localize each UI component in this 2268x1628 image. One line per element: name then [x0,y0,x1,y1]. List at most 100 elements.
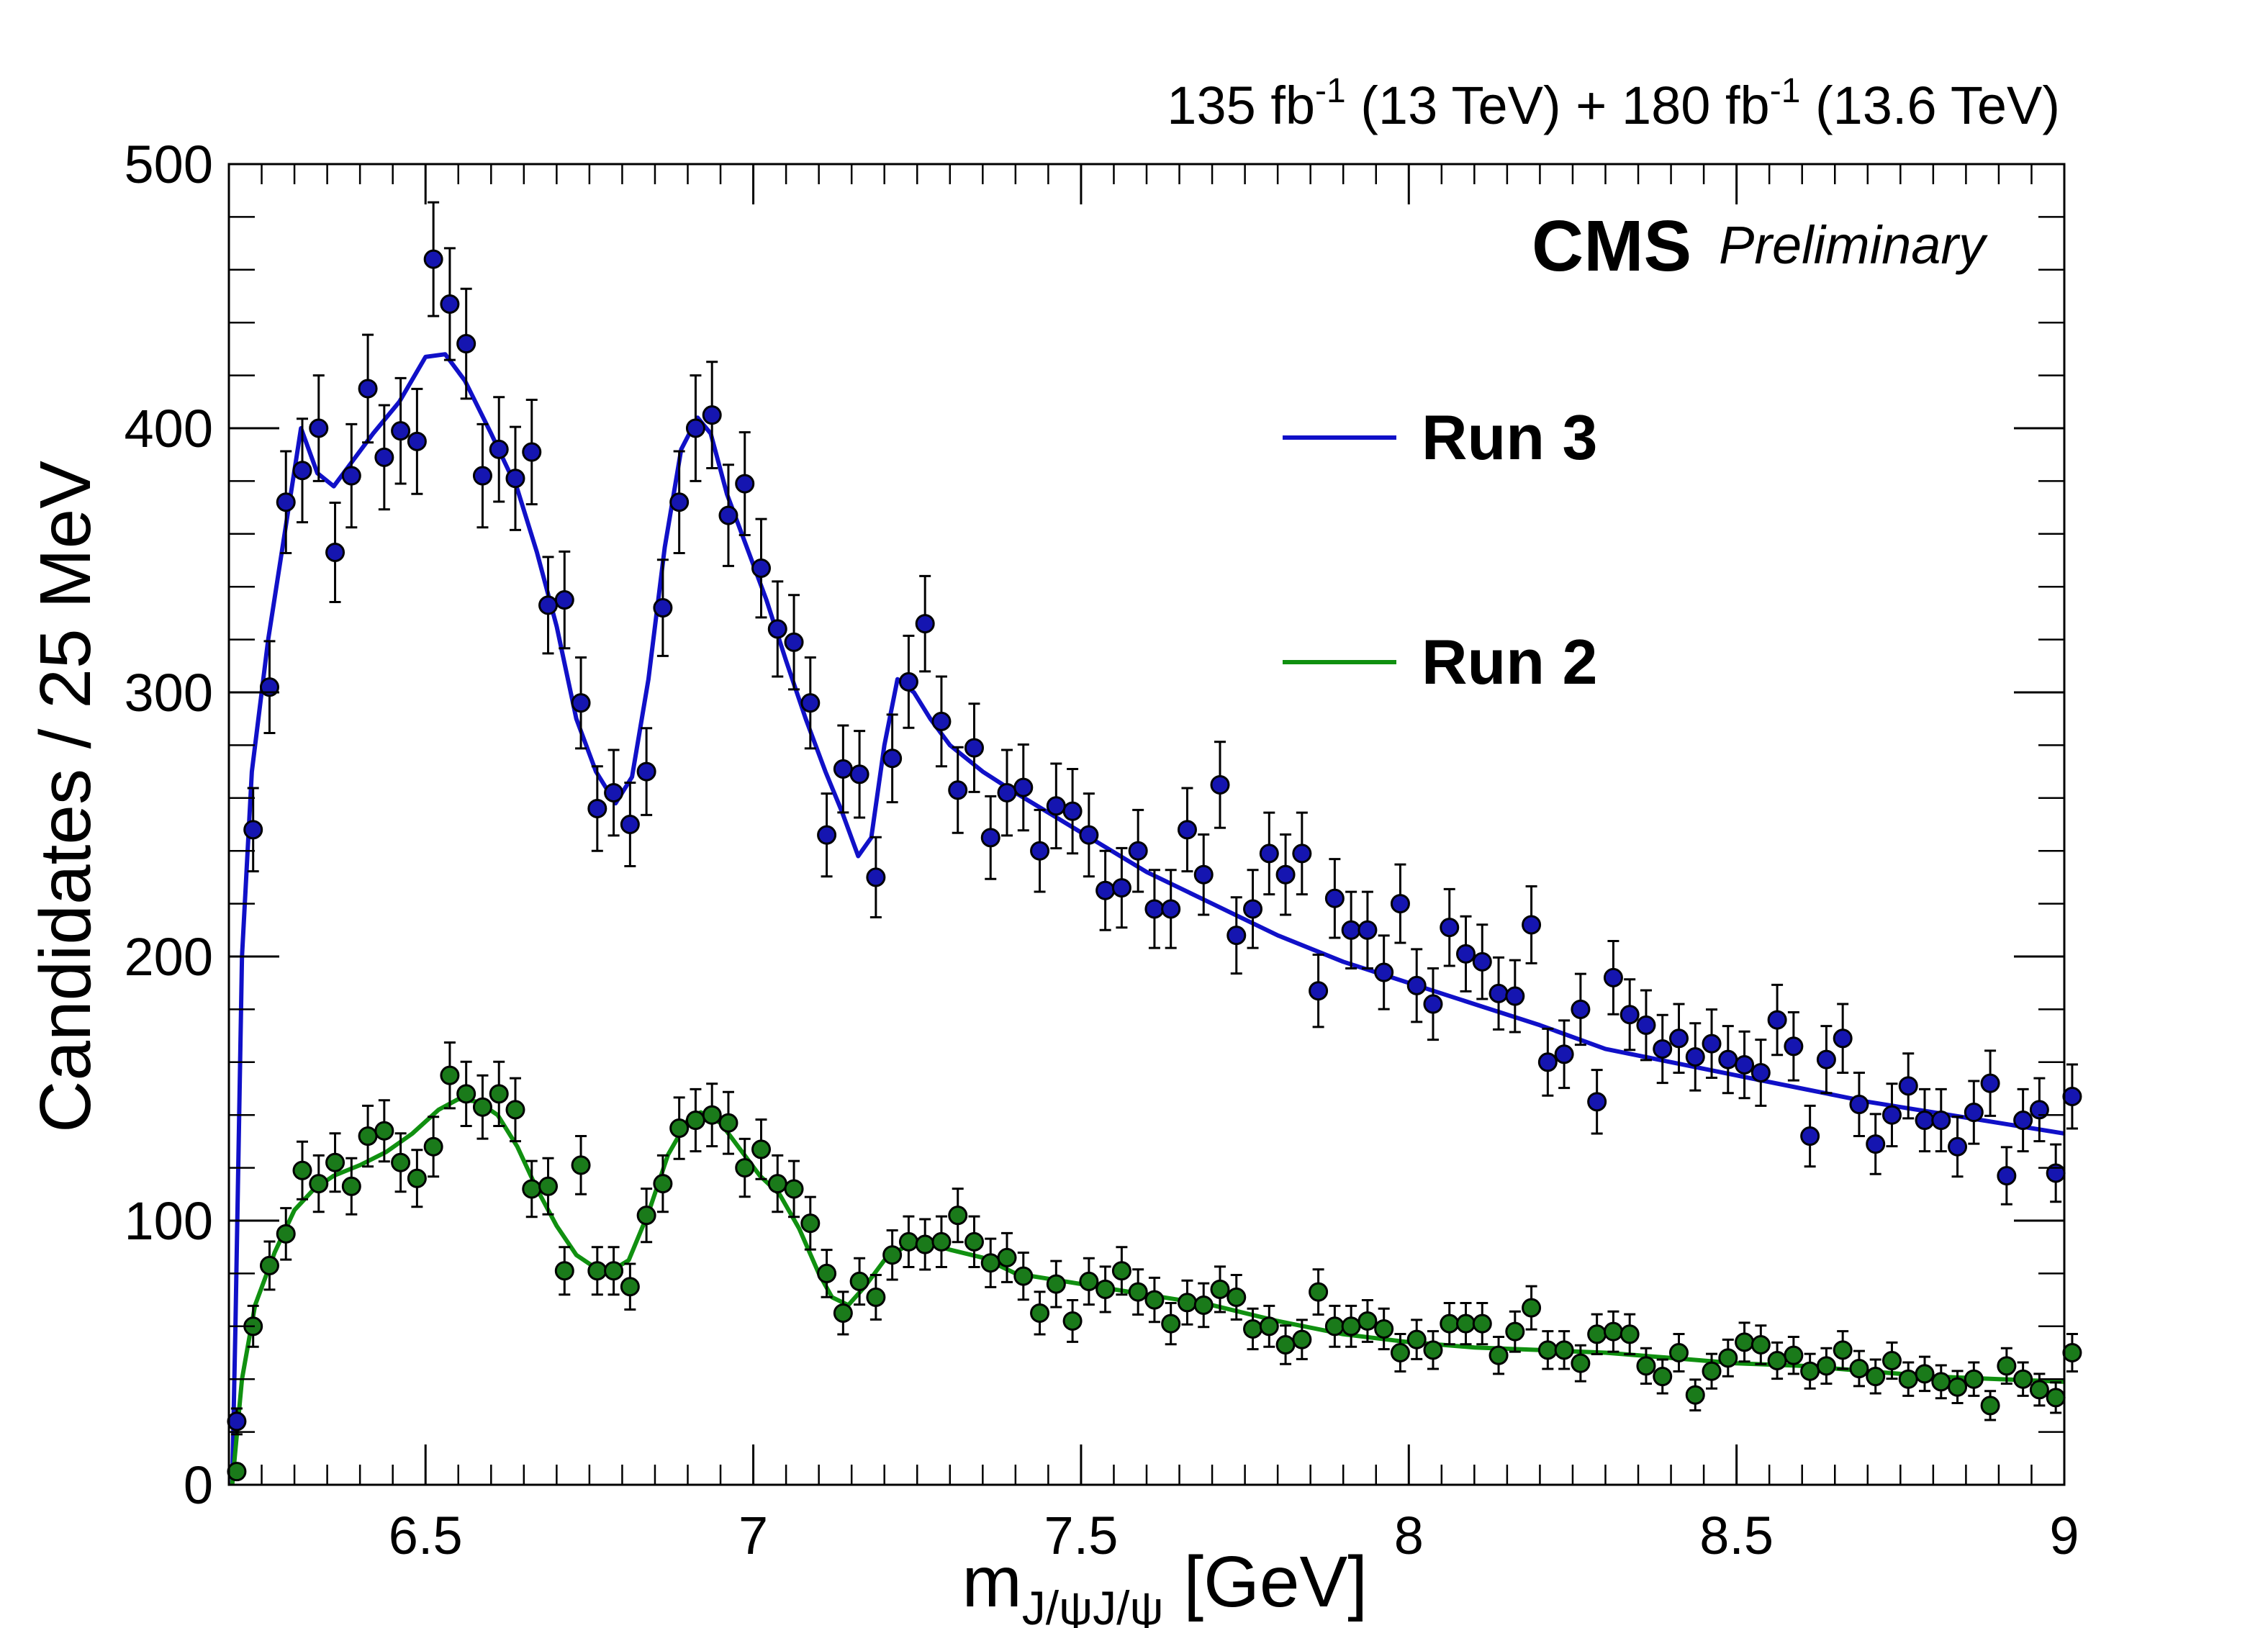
marker [948,1206,968,1226]
marker [1735,1332,1755,1352]
marker [1226,926,1247,946]
marker [374,1121,394,1141]
data-point-run3 [1292,811,1312,896]
data-point-run2 [1144,1276,1165,1324]
data-point-run3 [1243,869,1263,949]
marker [1144,899,1165,919]
data-point-run3 [2013,1087,2033,1153]
data-point-run2 [2062,1333,2082,1373]
marker [767,1174,787,1194]
marker [522,1179,542,1199]
data-point-run2 [1357,1299,1378,1343]
marker [1997,1356,2017,1376]
y-axis-label: Candidates / 25 MeV [25,461,106,1133]
marker [1537,1052,1558,1072]
data-point-run3 [669,450,690,555]
data-point-run2 [1866,1358,1886,1395]
data-point-run2 [1750,1324,1771,1365]
data-point-run2 [1571,1344,1591,1383]
data-point-run2 [1931,1364,1951,1400]
marker [538,595,559,615]
data-point-run3 [538,556,559,655]
data-point-run3 [800,656,821,750]
data-point-run3 [1702,1008,1722,1080]
marker [1062,801,1083,821]
marker [1522,1298,1542,1318]
marker [1079,825,1099,845]
marker [882,749,903,769]
x-tick-label: 7 [738,1506,768,1565]
data-point-run3 [1062,768,1083,855]
marker [309,1174,329,1194]
data-point-run3 [1128,808,1148,893]
data-point-run2 [1554,1330,1574,1370]
marker [1210,1279,1230,1299]
marker [1915,1364,1935,1384]
data-point-run2 [1013,1251,1034,1301]
marker [1898,1076,1918,1096]
marker [964,738,984,758]
data-point-run3 [571,656,591,750]
marker [1866,1134,1886,1154]
marker [604,782,624,802]
marker [1571,1353,1591,1373]
data-point-run2 [833,1290,853,1336]
data-point-run2 [1374,1307,1394,1351]
data-point-run3 [1341,890,1361,969]
marker [1309,1282,1329,1302]
marker [1456,944,1476,964]
marker [1275,864,1296,885]
data-point-run2 [1046,1260,1066,1308]
data-point-run3 [931,675,952,768]
marker [1603,967,1623,987]
marker [391,421,411,441]
data-point-run3 [1259,811,1279,896]
data-point-run3 [1571,972,1591,1046]
data-point-run2 [1587,1313,1607,1356]
x-tick-label: 8.5 [1699,1506,1774,1565]
marker [1390,894,1410,914]
data-point-run2 [997,1231,1017,1283]
marker [1784,1345,1804,1365]
marker [2062,1343,2082,1362]
marker [1849,1359,1869,1379]
marker [833,759,853,779]
marker [1948,1377,1968,1397]
data-point-run2 [1881,1341,1902,1380]
data-point-run2 [1964,1361,1984,1397]
marker [866,867,886,887]
data-point-run2 [882,1229,903,1281]
marker [1980,1396,2000,1416]
marker [1341,920,1361,940]
data-point-run3 [325,502,345,603]
axis-tick-labels: 0 100 200 300 400 500 6.5 7 7.5 8 8.5 9 [125,135,2079,1565]
data-point-run2 [784,1159,804,1218]
data-point-run3 [1603,940,1623,1016]
data-point-run2 [1062,1299,1083,1343]
marker [407,431,427,451]
marker [259,1255,279,1275]
marker [915,614,935,634]
marker [1423,994,1443,1014]
marker [1881,1351,1902,1371]
data-point-run2 [440,1041,460,1110]
data-point-run3 [1374,934,1394,1010]
marker [391,1152,411,1172]
marker [341,466,361,486]
data-point-run2 [620,1262,640,1311]
marker [702,405,722,425]
x-axis-label: mJ/ψJ/ψ [GeV] [962,1542,1368,1628]
marker [636,1206,656,1226]
marker [325,1152,345,1172]
marker [407,1168,427,1188]
data-point-run2 [702,1082,722,1148]
data-point-run2 [505,1077,525,1143]
data-point-run2 [407,1149,427,1208]
data-point-run3 [1685,1022,1705,1092]
marker [1243,899,1263,919]
marker [1784,1036,1804,1057]
data-point-run2 [817,1249,837,1298]
data-point-run3 [964,702,984,793]
marker [1243,1319,1263,1339]
data-point-run2 [1259,1304,1279,1348]
